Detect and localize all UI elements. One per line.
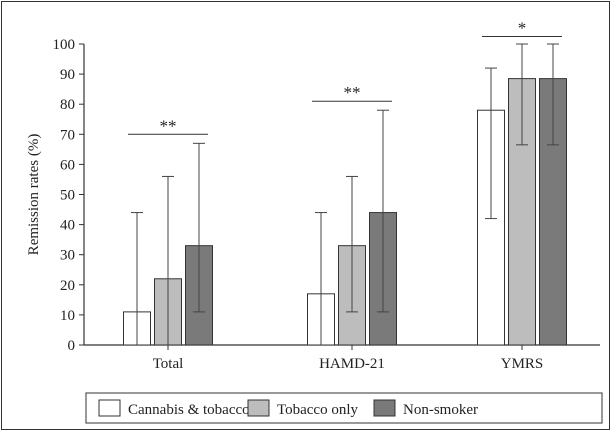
y-tick-label: 20 [60,278,75,294]
legend-label: Non-smoker [403,402,478,418]
legend-swatch [373,399,396,417]
significance-label: ** [344,83,361,102]
x-tick-label: Total [153,356,184,372]
x-tick-label: YMRS [501,356,544,372]
error-bars [131,43,559,345]
y-axis-title: Remission rates (%) [26,134,42,256]
y-tick-label: 90 [60,67,75,83]
legend-label: Cannabis & tobacco [128,402,250,418]
y-tick-label: 40 [60,218,75,234]
legend-swatch [247,399,270,417]
y-tick-label: 0 [68,338,76,354]
y-tick-label: 60 [60,157,75,173]
bars [123,78,567,346]
y-tick-label: 30 [60,248,75,264]
axes: 0 10 20 30 40 50 60 70 80 90 100 Remission rates (%… [26,37,600,372]
y-tick-label: 10 [60,308,75,324]
y-tick-label: 80 [60,97,75,113]
legend-swatch [98,399,121,417]
legend-label: Tobacco only [277,402,359,418]
x-tick-label: HAMD-21 [319,356,385,372]
significance-label: ** [160,116,177,135]
legend-box [85,392,603,424]
significance-label: * [518,18,527,37]
y-tick-label: 100 [53,37,76,53]
significance-annotations: ***** [128,18,562,135]
y-tick-label: 50 [60,188,75,204]
y-tick-label: 70 [60,127,75,143]
legend: Cannabis & tobacco Tobacco only Non-smoker [85,392,603,424]
